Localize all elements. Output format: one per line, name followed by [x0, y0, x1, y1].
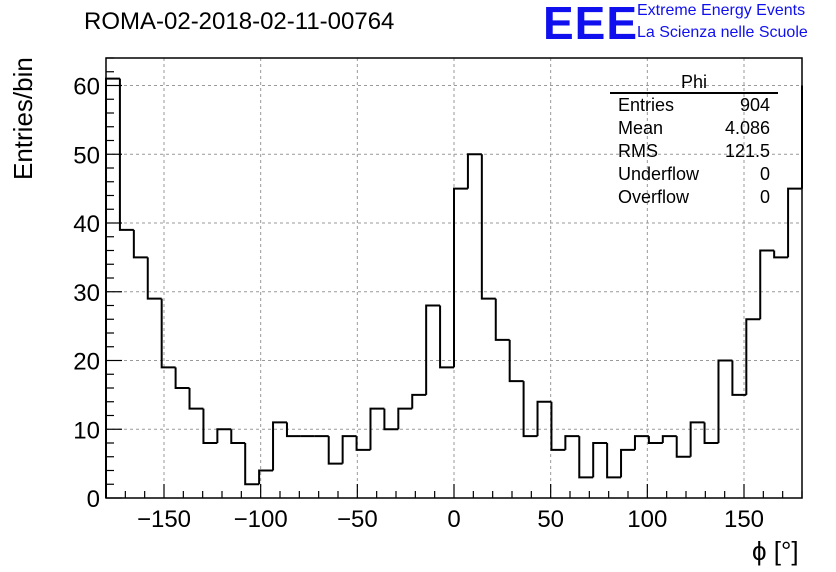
stats-box: Phi Entries 904 Mean 4.086 RMS 121.5 Und… [610, 72, 778, 209]
stats-value: 121.5 [724, 141, 770, 161]
histogram-bin [759, 249, 775, 320]
stats-title: Phi [610, 72, 778, 94]
histogram-bin [355, 436, 371, 451]
x-tick-label: −50 [337, 506, 378, 533]
stats-row-entries: Entries 904 [610, 94, 778, 117]
histogram-bin [327, 436, 343, 465]
y-tick-label: 60 [73, 74, 100, 101]
stats-row-overflow: Overflow 0 [610, 186, 778, 209]
histogram-bin [689, 421, 705, 457]
x-tick-label: 150 [724, 506, 764, 533]
histogram-bin [564, 435, 580, 450]
histogram-bin [439, 305, 454, 369]
histogram-bin [425, 304, 441, 395]
stats-label: Underflow [618, 164, 700, 184]
x-axis-label: ϕ [°] [752, 536, 799, 566]
histogram-bin [550, 401, 566, 451]
histogram-bin [606, 443, 622, 479]
histogram-bin [230, 429, 246, 444]
axis-ticks: −150 −100 −50 0 50 100 150 0 10 20 30 40 50 60 [73, 57, 803, 533]
y-tick-label: 40 [73, 211, 100, 238]
y-tick-label: 0 [87, 486, 100, 513]
histogram-bin [272, 421, 287, 471]
histogram-bin [717, 359, 733, 443]
y-tick-label: 50 [73, 142, 100, 169]
x-tick-label: −100 [234, 506, 288, 533]
histogram-bin [466, 153, 482, 189]
histogram-bin [202, 408, 218, 444]
histogram-bin [216, 428, 232, 443]
logo-line-1: Extreme Energy Events [637, 2, 806, 19]
stats-value: 904 [739, 95, 770, 115]
stats-value: 4.086 [724, 118, 770, 138]
histogram-bin [411, 393, 427, 409]
histogram-bin [397, 407, 413, 430]
stats-label: Overflow [618, 187, 690, 207]
histogram-bin [258, 469, 274, 485]
histogram-bin [244, 443, 260, 486]
histogram-bin [647, 436, 663, 444]
histogram-bin [160, 298, 176, 369]
y-tick-label: 20 [73, 349, 100, 376]
histogram-bin [285, 422, 301, 438]
y-tick-label: 30 [73, 280, 100, 307]
stats-row-underflow: Underflow 0 [610, 163, 778, 186]
stats-row-mean: Mean 4.086 [610, 117, 778, 140]
histogram-bin [620, 448, 635, 478]
stats-label: RMS [618, 141, 658, 161]
histogram-bin [174, 367, 190, 389]
stats-label: Entries [618, 95, 675, 115]
eee-logo: EEE [543, 0, 639, 49]
x-tick-label: 100 [627, 506, 667, 533]
stats-value: 0 [759, 187, 770, 207]
histogram-bin [578, 436, 594, 479]
histogram-bin [536, 400, 552, 437]
histogram-bin [341, 435, 357, 464]
histogram-bin [661, 435, 677, 443]
histogram-bin [787, 187, 802, 258]
histogram-bin [703, 422, 719, 444]
histogram-bin [731, 360, 747, 396]
y-axis-label: Entries/bin [8, 57, 38, 180]
histogram-bin [508, 339, 524, 383]
histogram-bin [453, 187, 468, 368]
x-tick-label: 50 [537, 506, 564, 533]
histogram-bin [773, 250, 789, 259]
histogram-bin [592, 442, 608, 478]
histogram-bin [105, 77, 120, 498]
x-tick-label: −150 [137, 506, 191, 533]
histogram-bin [633, 435, 649, 450]
histogram-bin [132, 229, 148, 259]
x-tick-label: 0 [447, 506, 460, 533]
histogram-bin [383, 408, 399, 431]
histogram-bin [480, 154, 496, 300]
histogram-bin [188, 388, 204, 410]
stats-value: 0 [759, 164, 770, 184]
y-tick-label: 10 [73, 417, 100, 444]
histogram-bin [494, 298, 510, 341]
logo-line-2: La Scienza nelle Scuole [637, 24, 808, 41]
histogram-series [105, 77, 803, 498]
histogram-bin [745, 318, 761, 395]
histogram-bin [369, 407, 385, 450]
chart-title: ROMA-02-2018-02-11-00764 [84, 8, 395, 35]
histogram-bin [522, 381, 538, 438]
histogram-bin [675, 436, 691, 458]
histogram-bin [146, 257, 162, 300]
stats-row-rms: RMS 121.5 [610, 140, 778, 163]
histogram-bin [118, 78, 134, 231]
stats-label: Mean [618, 118, 664, 138]
